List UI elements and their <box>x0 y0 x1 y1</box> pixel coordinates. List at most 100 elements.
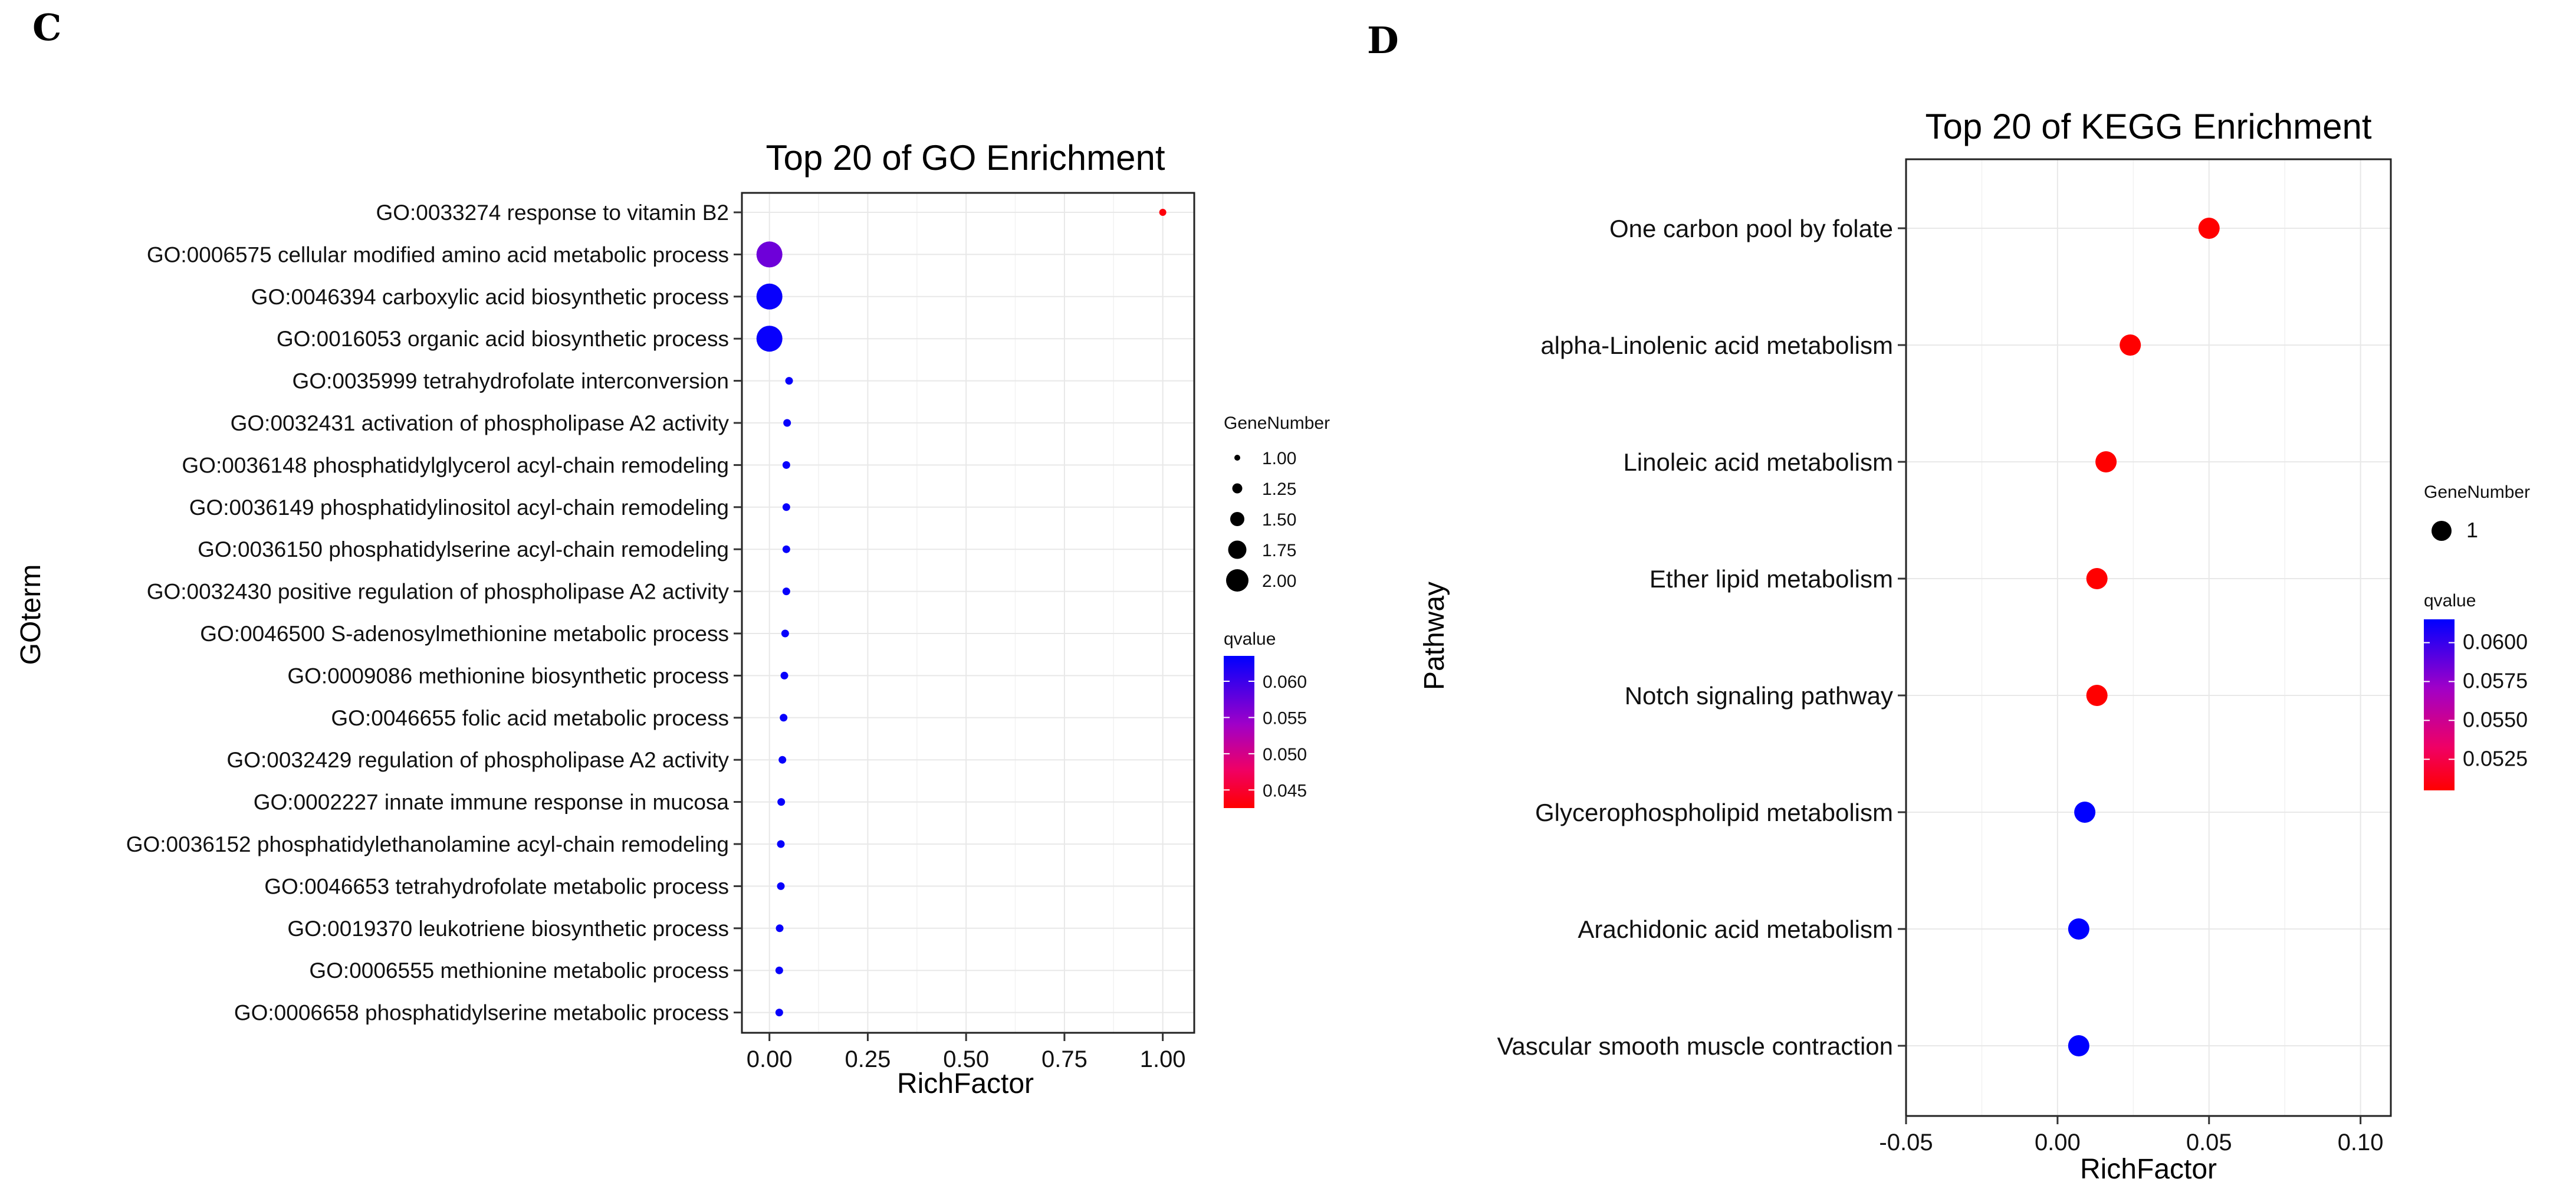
kegg-color-legend: 0.0600 0.0575 0.0550 0.0525 <box>2424 630 2528 770</box>
x-tick-label: 0.00 <box>747 1046 793 1072</box>
go-plot-frame <box>741 192 1195 1034</box>
size-legend-label: 2.00 <box>1262 572 1296 591</box>
go-color-legend-title: qvalue <box>1224 629 1276 649</box>
kegg-size-legend: 1 <box>2432 518 2478 542</box>
y-category-label: GO:0032430 positive regulation of phosph… <box>147 580 730 604</box>
go-x-ticks: 0.00 0.25 0.50 0.75 1.00 <box>747 1033 1186 1072</box>
size-legend-label: 1.50 <box>1262 510 1296 530</box>
data-point <box>2068 918 2089 940</box>
y-category-label: GO:0036149 phosphatidylinositol acyl-cha… <box>189 495 729 520</box>
data-point <box>780 671 788 679</box>
y-category-label: GO:0019370 leukotriene biosynthetic proc… <box>287 917 729 941</box>
y-category-label: GO:0046500 S-adenosylmethionine metaboli… <box>200 622 729 646</box>
data-point <box>778 756 787 764</box>
y-category-label: GO:0032431 activation of phospholipase A… <box>231 411 730 435</box>
color-legend-label: 0.060 <box>1263 672 1307 692</box>
size-legend-label: 1.25 <box>1262 480 1296 499</box>
data-point <box>2120 334 2141 356</box>
data-point <box>781 629 789 638</box>
y-category-label: alpha-Linolenic acid metabolism <box>1540 331 1893 359</box>
data-point <box>2086 568 2108 589</box>
kegg-pathway-labels: One carbon pool by folate alpha-Linolenic… <box>1497 215 1893 1060</box>
y-category-label: Notch signaling pathway <box>1625 682 1893 710</box>
go-enrichment-chart: Top 20 of GO Enrichment GO:0033274 respo… <box>15 138 1330 1099</box>
y-category-label: GO:0009086 methionine biosynthetic proce… <box>287 664 729 688</box>
size-legend-dot <box>1228 540 1247 559</box>
color-legend-label: 0.0525 <box>2463 746 2528 770</box>
go-size-legend: 1.00 1.25 1.50 1.75 2.00 <box>1226 449 1296 592</box>
go-chart-title: Top 20 of GO Enrichment <box>766 138 1165 178</box>
y-category-label: GO:0006658 phosphatidylserine metabolic … <box>234 1001 729 1025</box>
y-category-label: GO:0016053 organic acid biosynthetic pro… <box>277 327 729 351</box>
x-tick-label: 0.05 <box>2186 1130 2232 1155</box>
kegg-chart-title: Top 20 of KEGG Enrichment <box>1925 107 2371 146</box>
data-point <box>782 461 790 469</box>
go-y-axis-title: GOterm <box>15 564 47 665</box>
go-color-legend: 0.060 0.055 0.050 0.045 <box>1224 672 1307 800</box>
data-point <box>776 924 784 933</box>
go-color-bar <box>1224 656 1254 808</box>
data-point <box>777 798 786 806</box>
go-gridlines <box>742 193 1194 1033</box>
go-term-labels: GO:0033274 response to vitamin B2 GO:0006… <box>126 201 730 1025</box>
data-point <box>785 377 793 385</box>
go-y-ticks <box>734 211 742 1014</box>
y-category-label: GO:0046394 carboxylic acid biosynthetic … <box>251 285 729 309</box>
size-legend-label: 1.75 <box>1262 541 1296 560</box>
kegg-y-ticks <box>1898 227 1906 1047</box>
size-legend-dot <box>2432 521 2452 541</box>
panel-letter-c: C <box>32 6 61 49</box>
data-point <box>782 587 790 596</box>
y-category-label: GO:0006575 cellular modified amino acid … <box>147 242 729 267</box>
go-points <box>756 209 1167 1017</box>
y-category-label: GO:0032429 regulation of phospholipase A… <box>226 748 729 772</box>
kegg-color-legend-title: qvalue <box>2424 591 2476 610</box>
kegg-y-axis-title: Pathway <box>1419 582 1450 690</box>
size-legend-dot <box>1232 483 1243 494</box>
kegg-gridlines <box>1905 159 2391 1116</box>
data-point <box>2068 1035 2089 1056</box>
y-category-label: GO:0046655 folic acid metabolic process <box>331 706 729 730</box>
x-tick-label: 0.75 <box>1041 1046 1087 1072</box>
kegg-points <box>2068 218 2220 1056</box>
size-legend-dot <box>1230 512 1244 526</box>
data-point <box>782 545 790 553</box>
size-legend-dot <box>1234 455 1240 461</box>
kegg-enrichment-chart: Top 20 of KEGG Enrichment One carbon poo… <box>1419 107 2530 1185</box>
data-point <box>756 283 783 310</box>
data-point <box>777 882 785 890</box>
data-point <box>1159 209 1167 216</box>
data-point <box>2074 802 2096 823</box>
x-tick-label: 1.00 <box>1140 1046 1186 1072</box>
panel-letter-d: D <box>1367 19 1399 62</box>
data-point <box>777 840 785 848</box>
y-category-label: GO:0002227 innate immune response in muc… <box>254 790 730 815</box>
color-legend-label: 0.045 <box>1263 781 1307 800</box>
y-category-label: Vascular smooth muscle contraction <box>1497 1032 1893 1060</box>
size-legend-dot <box>1226 569 1248 592</box>
kegg-size-legend-title: GeneNumber <box>2424 482 2530 502</box>
x-tick-label: -0.05 <box>1879 1130 1933 1155</box>
y-category-label: GO:0033274 response to vitamin B2 <box>376 201 729 225</box>
data-point <box>2095 451 2117 472</box>
size-legend-label: 1 <box>2466 518 2478 542</box>
y-category-label: GO:0046653 tetrahydrofolate metabolic pr… <box>264 874 729 898</box>
y-category-label: GO:0006555 methionine metabolic process <box>309 958 729 983</box>
data-point <box>756 326 783 352</box>
y-category-label: Glycerophospholipid metabolism <box>1535 799 1893 826</box>
y-category-label: Ether lipid metabolism <box>1650 565 1893 593</box>
data-point <box>775 1009 783 1017</box>
size-legend-label: 1.00 <box>1262 449 1296 468</box>
y-category-label: Linoleic acid metabolism <box>1623 448 1893 476</box>
y-category-label: One carbon pool by folate <box>1609 215 1893 242</box>
y-category-label: GO:0036150 phosphatidylserine acyl-chain… <box>198 537 729 562</box>
data-point <box>782 503 790 511</box>
kegg-color-bar <box>2424 619 2455 790</box>
y-category-label: GO:0035999 tetrahydrofolate interconvers… <box>293 369 729 393</box>
color-legend-label: 0.0575 <box>2463 668 2528 692</box>
go-x-axis-title: RichFactor <box>897 1068 1034 1099</box>
kegg-plot-frame <box>1905 158 2392 1117</box>
x-tick-label: 0.50 <box>943 1046 989 1072</box>
color-legend-label: 0.055 <box>1263 708 1307 728</box>
